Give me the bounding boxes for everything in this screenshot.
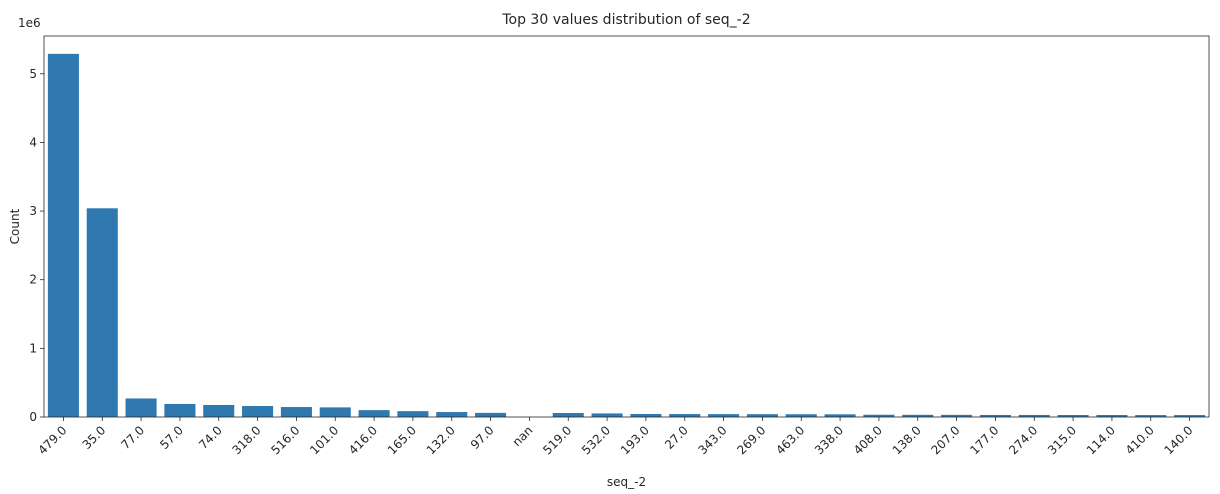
bar-516.0 [280,407,312,417]
x-tick-label: 57.0 [157,423,186,452]
bar-410.0 [1135,415,1167,417]
bar-27.0 [669,414,701,417]
x-tick-label: 408.0 [851,423,885,457]
y-tick-label: 3 [29,204,37,218]
x-tick-label: nan [510,423,536,449]
bar-132.0 [436,412,468,417]
x-tick-label: 207.0 [929,423,963,457]
chart-title: Top 30 values distribution of seq_-2 [501,12,750,28]
bar-165.0 [397,411,429,417]
x-tick-label: 274.0 [1006,423,1040,457]
bar-114.0 [1096,415,1128,417]
x-tick-label: 177.0 [967,423,1001,457]
x-tick-label: 132.0 [424,423,458,457]
bar-74.0 [203,404,235,417]
bar-269.0 [746,414,778,417]
x-tick-label: 516.0 [268,423,302,457]
bar-193.0 [630,413,662,417]
x-tick-label: 318.0 [230,423,264,457]
bars-group [47,53,1206,418]
y-tick-label: 0 [29,410,37,424]
bar-519.0 [552,413,584,417]
bar-138.0 [902,414,934,417]
x-tick-label: 416.0 [346,423,380,457]
y-tick-label: 1 [29,341,37,355]
x-tick-label: 532.0 [579,423,613,457]
bar-318.0 [242,406,274,417]
x-tick-label: 338.0 [812,423,846,457]
bar-101.0 [319,407,351,417]
bar-416.0 [358,410,390,417]
y-axis-title: Count [8,208,22,244]
x-tick-label: 519.0 [540,423,574,457]
x-axis-title: seq_-2 [607,475,646,489]
bar-77.0 [125,398,157,417]
x-tick-label: 193.0 [618,423,652,457]
x-tick-label: 140.0 [1162,423,1196,457]
x-tick-label: 35.0 [80,423,109,452]
bar-479.0 [47,53,79,418]
bar-532.0 [591,413,623,417]
bar-207.0 [941,414,973,417]
x-tick-label: 114.0 [1084,423,1118,457]
x-tick-label: 410.0 [1123,423,1157,457]
x-tick-label: 315.0 [1045,423,1079,457]
x-tick-label: 269.0 [734,423,768,457]
x-tick-label: 165.0 [385,423,419,457]
bar-315.0 [1057,415,1089,417]
x-tick-label: 77.0 [118,423,147,452]
x-tick-label: 479.0 [35,423,69,457]
x-axis-ticks: 479.0 35.0 77.0 57.0 74.0 318.0 516.0 101.0 416.… [35,417,1196,457]
x-tick-label: 138.0 [890,423,924,457]
bar-97.0 [475,412,507,417]
bar-57.0 [164,403,196,417]
bar-140.0 [1174,415,1206,417]
plot-frame [43,35,1210,418]
y-axis-ticks: 0 1 2 3 4 5 [29,67,44,424]
bar-343.0 [708,414,740,417]
bar-177.0 [979,414,1011,417]
y-tick-label: 5 [29,67,37,81]
bar-274.0 [1018,414,1050,417]
x-tick-label: 101.0 [307,423,341,457]
y-axis-multiplier: 1e6 [18,16,41,30]
bar-35.0 [86,208,118,417]
bar-463.0 [785,414,817,417]
y-tick-label: 4 [29,135,37,149]
x-tick-label: 343.0 [696,423,730,457]
x-tick-label: 97.0 [468,423,497,452]
bar-408.0 [863,414,895,417]
x-tick-label: 463.0 [773,423,807,457]
y-tick-label: 2 [29,273,37,287]
bar-338.0 [824,414,856,417]
x-tick-label: 27.0 [662,423,691,452]
x-tick-label: 74.0 [196,423,225,452]
